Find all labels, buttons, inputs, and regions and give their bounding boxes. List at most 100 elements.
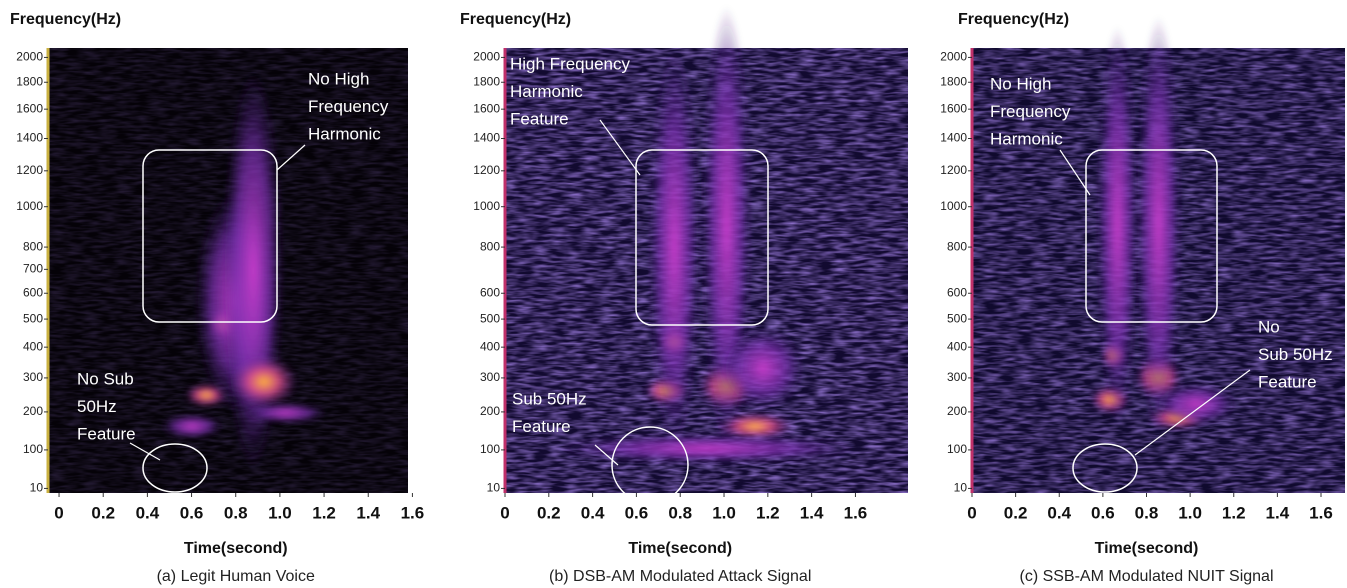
x-tick-label: 0.2	[91, 503, 115, 522]
spectral-energy	[1136, 16, 1181, 436]
y-tick-label: 10	[487, 481, 501, 495]
y-tick-label: 1000	[473, 199, 500, 213]
spectral-energy	[230, 355, 298, 408]
annotation-leader	[594, 444, 619, 466]
y-tick-label: 1600	[473, 101, 500, 115]
x-tick-label: 0	[54, 503, 63, 522]
annotation-text: Feature	[512, 417, 571, 436]
annotation-text: Frequency	[308, 97, 389, 116]
spectral-energy	[1155, 384, 1236, 424]
y-tick-label: 2000	[16, 50, 43, 64]
y-tick-label: 800	[947, 239, 967, 253]
x-tick-label: 1.0	[268, 503, 292, 522]
highlight-box	[142, 149, 278, 323]
x-tick-label: 0.8	[1135, 503, 1159, 522]
spectral-energy	[722, 328, 803, 409]
highlight-box	[635, 149, 769, 326]
y-tick-label: 300	[480, 370, 500, 384]
y-tick-label: 2000	[940, 50, 967, 64]
y-tick-label: 300	[947, 370, 967, 384]
annotation-text: Feature	[77, 424, 136, 443]
x-axis-label: Time(second)	[628, 540, 732, 557]
highlight-ellipse	[611, 426, 689, 504]
x-tick-label: 1.4	[1266, 503, 1290, 522]
x-tick-label: 0.8	[224, 503, 248, 522]
y-tick-label: 700	[23, 262, 43, 276]
annotation-text: High Frequency	[510, 54, 631, 73]
spectrogram-panel: 10 100 200 300 400 500 600 800 1000 1200 1400 1600 1…	[940, 11, 1345, 585]
spectrogram-panel: 10 100 200 300 400 500 600 800 1000 1200 1400 1600 1…	[460, 6, 908, 585]
x-tick-label: 0.8	[668, 503, 692, 522]
x-tick-label: 0.4	[136, 503, 160, 522]
y-tick-label: 400	[480, 339, 500, 353]
spectral-energy	[649, 48, 700, 449]
y-tick-label: 200	[947, 404, 967, 418]
x-tick-label: 1.6	[1309, 503, 1333, 522]
x-tick-label: 0.6	[1091, 503, 1115, 522]
caption: (b) DSB-AM Modulated Attack Signal	[549, 568, 811, 585]
y-axis-label: Frequency(Hz)	[10, 11, 121, 28]
x-tick-label: 1.6	[401, 503, 425, 522]
y-tick-label: 1400	[940, 131, 967, 145]
spectral-energy	[702, 6, 751, 446]
y-axis-label: Frequency(Hz)	[460, 11, 571, 28]
y-tick-label: 400	[947, 339, 967, 353]
y-tick-label: 500	[480, 311, 500, 325]
x-tick-label: 0.4	[1047, 503, 1071, 522]
y-tick-label: 800	[480, 239, 500, 253]
y-tick-label: 1400	[473, 131, 500, 145]
annotation-text: No Sub	[77, 369, 134, 388]
y-tick-label: 1200	[473, 163, 500, 177]
y-tick-label: 1600	[16, 101, 43, 115]
x-tick-label: 1.6	[844, 503, 868, 522]
y-tick-label: 1800	[16, 74, 43, 88]
x-tick-label: 0.6	[180, 503, 204, 522]
annotation-text: Harmonic	[308, 124, 381, 143]
y-tick-label: 1800	[940, 74, 967, 88]
y-tick-label: 600	[23, 285, 43, 299]
annotation-text: Sub 50Hz	[1258, 345, 1333, 364]
annotation-leader	[599, 119, 641, 176]
x-tick-label: 0	[967, 503, 976, 522]
y-tick-label: 10	[954, 481, 968, 495]
y-tick-label: 1600	[940, 101, 967, 115]
highlight-box	[1085, 149, 1218, 323]
spectral-energy	[245, 402, 326, 423]
y-tick-label: 800	[23, 239, 43, 253]
annotation-text: No High	[308, 69, 369, 88]
annotation-text: Harmonic	[990, 129, 1063, 148]
x-tick-label: 0.2	[537, 503, 561, 522]
x-tick-label: 1.4	[800, 503, 824, 522]
spectral-energy	[162, 414, 222, 439]
y-tick-label: 1200	[16, 163, 43, 177]
x-axis-label: Time(second)	[184, 540, 288, 557]
x-tick-label: 0.6	[625, 503, 649, 522]
y-tick-label: 200	[480, 404, 500, 418]
y-tick-label: 10	[30, 481, 44, 495]
x-tick-label: 0.4	[581, 503, 605, 522]
annotation-leader	[129, 442, 161, 461]
y-axis-label: Frequency(Hz)	[958, 11, 1069, 28]
x-axis-label: Time(second)	[1095, 540, 1199, 557]
annotation-leader	[1059, 149, 1091, 196]
spectrogram-panel: 10 100 200 300 400 500 600 700 800 1000 1200 1400 16…	[10, 11, 424, 585]
caption: (a) Legit Human Voice	[157, 568, 315, 585]
x-tick-label: 0	[500, 503, 509, 522]
y-tick-label: 1800	[473, 74, 500, 88]
annotation-text: Frequency	[990, 102, 1071, 121]
highlight-ellipse	[142, 443, 208, 493]
y-tick-label: 1000	[16, 199, 43, 213]
x-tick-label: 1.2	[312, 503, 336, 522]
y-tick-label: 1400	[16, 131, 43, 145]
y-tick-label: 600	[947, 285, 967, 299]
y-tick-label: 1000	[940, 199, 967, 213]
y-tick-label: 300	[23, 370, 43, 384]
annotation-leader	[1134, 369, 1251, 456]
x-tick-label: 1.4	[356, 503, 380, 522]
x-tick-label: 0.2	[1004, 503, 1028, 522]
y-tick-label: 500	[23, 311, 43, 325]
x-tick-label: 1.2	[756, 503, 780, 522]
y-tick-label: 1200	[940, 163, 967, 177]
x-tick-label: 1.2	[1222, 503, 1246, 522]
